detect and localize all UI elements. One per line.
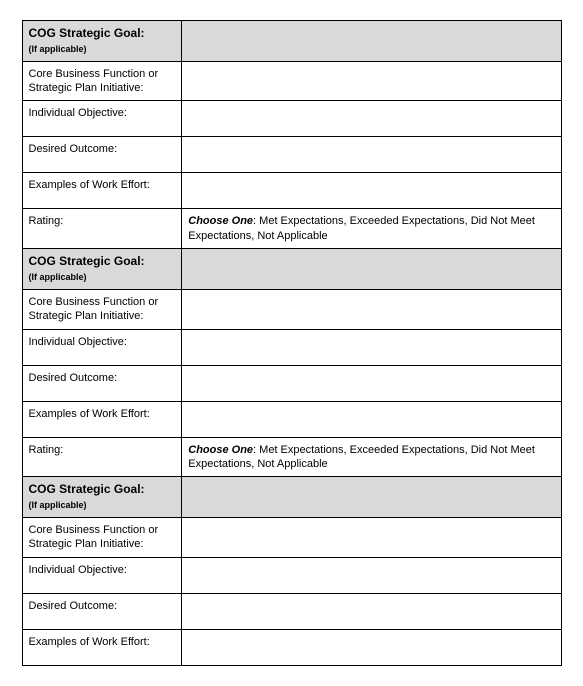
- desired-outcome-label: Desired Outcome:: [22, 593, 182, 629]
- goal-header-label: COG Strategic Goal: (If applicable): [22, 249, 182, 290]
- goal-header-value: [182, 477, 561, 518]
- goal-title-text: COG Strategic Goal:: [29, 26, 145, 40]
- core-business-label: Core Business Function or Strategic Plan…: [22, 518, 182, 558]
- desired-outcome-value: [182, 365, 561, 401]
- goal-header-label: COG Strategic Goal: (If applicable): [22, 21, 182, 62]
- work-effort-label: Examples of Work Effort:: [22, 173, 182, 209]
- individual-objective-value: [182, 557, 561, 593]
- individual-objective-value: [182, 101, 561, 137]
- core-business-value: [182, 61, 561, 101]
- work-effort-value: [182, 401, 561, 437]
- work-effort-label: Examples of Work Effort:: [22, 629, 182, 665]
- desired-outcome-value: [182, 137, 561, 173]
- work-effort-value: [182, 629, 561, 665]
- goal-sub-text: (If applicable): [29, 272, 87, 282]
- goal-sub-text: (If applicable): [29, 44, 87, 54]
- core-business-value: [182, 518, 561, 558]
- individual-objective-label: Individual Objective:: [22, 557, 182, 593]
- strategic-goals-table: COG Strategic Goal: (If applicable) Core…: [22, 20, 562, 666]
- core-business-label: Core Business Function or Strategic Plan…: [22, 61, 182, 101]
- desired-outcome-label: Desired Outcome:: [22, 365, 182, 401]
- rating-label: Rating:: [22, 437, 182, 477]
- desired-outcome-value: [182, 593, 561, 629]
- rating-value: Choose One: Met Expectations, Exceeded E…: [182, 437, 561, 477]
- desired-outcome-label: Desired Outcome:: [22, 137, 182, 173]
- core-business-value: [182, 289, 561, 329]
- individual-objective-label: Individual Objective:: [22, 101, 182, 137]
- individual-objective-value: [182, 329, 561, 365]
- goal-title-text: COG Strategic Goal:: [29, 482, 145, 496]
- goal-header-value: [182, 249, 561, 290]
- rating-prefix: Choose One: [188, 444, 253, 456]
- goal-title-text: COG Strategic Goal:: [29, 254, 145, 268]
- rating-label: Rating:: [22, 209, 182, 249]
- work-effort-value: [182, 173, 561, 209]
- rating-prefix: Choose One: [188, 215, 253, 227]
- goal-header-value: [182, 21, 561, 62]
- goal-sub-text: (If applicable): [29, 500, 87, 510]
- individual-objective-label: Individual Objective:: [22, 329, 182, 365]
- core-business-label: Core Business Function or Strategic Plan…: [22, 289, 182, 329]
- goal-header-label: COG Strategic Goal: (If applicable): [22, 477, 182, 518]
- work-effort-label: Examples of Work Effort:: [22, 401, 182, 437]
- rating-value: Choose One: Met Expectations, Exceeded E…: [182, 209, 561, 249]
